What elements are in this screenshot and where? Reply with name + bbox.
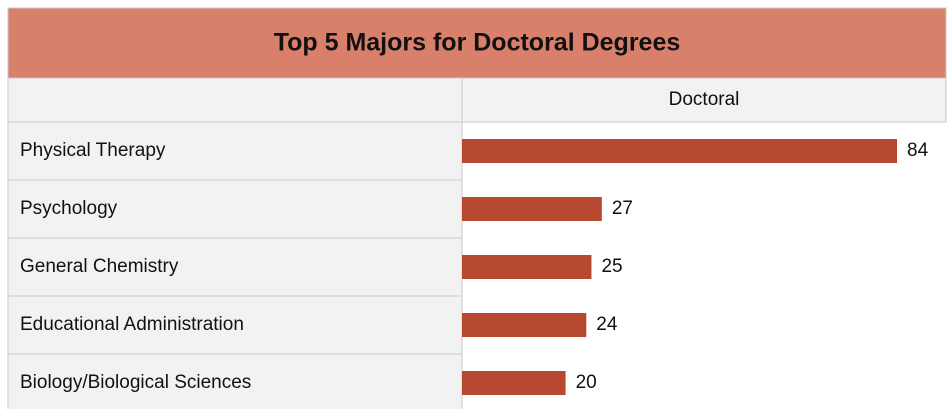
chart-title: Top 5 Majors for Doctoral Degrees bbox=[274, 29, 681, 57]
bar bbox=[462, 255, 592, 279]
value-label: 24 bbox=[596, 314, 618, 335]
category-label: Physical Therapy bbox=[20, 140, 166, 161]
category-label: Psychology bbox=[20, 198, 118, 219]
category-label: Biology/Biological Sciences bbox=[20, 372, 251, 393]
header-cell bbox=[7, 77, 463, 123]
series-header: Doctoral bbox=[669, 89, 740, 110]
category-cell bbox=[7, 179, 463, 239]
value-label: 25 bbox=[601, 256, 622, 277]
category-cell bbox=[7, 295, 463, 355]
category-label: General Chemistry bbox=[20, 256, 179, 277]
header-cell bbox=[461, 77, 947, 123]
category-cell bbox=[7, 237, 463, 297]
category-label: Educational Administration bbox=[20, 314, 244, 335]
bar bbox=[462, 371, 566, 395]
value-label: 27 bbox=[612, 198, 633, 219]
bar bbox=[462, 139, 897, 163]
title-band bbox=[7, 7, 947, 79]
value-label: 20 bbox=[576, 372, 597, 393]
bar bbox=[462, 313, 587, 337]
value-label: 84 bbox=[907, 140, 929, 161]
bar bbox=[462, 197, 602, 221]
category-cell bbox=[7, 121, 463, 181]
category-cell bbox=[7, 353, 463, 409]
